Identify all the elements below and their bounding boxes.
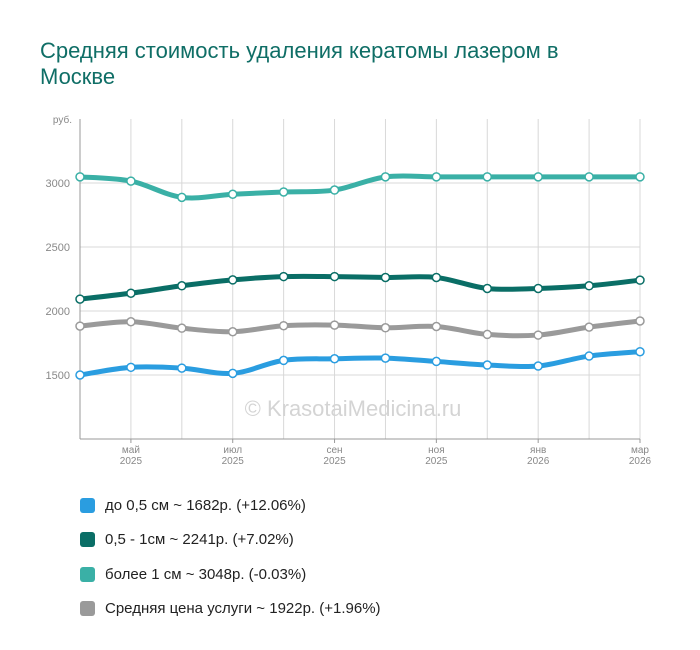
- series-line: [77, 273, 643, 302]
- legend-item[interactable]: более 1 см ~ 3048р. (-0.03%): [80, 557, 381, 592]
- data-point: [329, 320, 340, 330]
- legend-swatch: [80, 532, 95, 548]
- x-tick-year: 2025: [222, 456, 245, 467]
- data-point: [177, 363, 187, 373]
- data-point: [533, 330, 543, 340]
- data-point: [380, 323, 391, 333]
- x-tick-year: 2026: [527, 456, 550, 467]
- data-point: [126, 176, 136, 186]
- x-tick-month: сен: [326, 445, 342, 456]
- data-point: [635, 275, 645, 285]
- data-point: [177, 323, 187, 333]
- legend-label: до 0,5 см ~ 1682р. (+12.06%): [105, 496, 306, 514]
- data-point: [278, 271, 289, 282]
- data-point: [278, 187, 289, 197]
- data-point: [380, 353, 391, 363]
- x-tick-year: 2025: [425, 456, 448, 467]
- data-point: [126, 288, 136, 298]
- data-point: [329, 271, 340, 282]
- data-point: [126, 362, 136, 373]
- x-tick-year: 2026: [629, 456, 652, 467]
- data-point: [431, 272, 442, 283]
- data-point: [227, 368, 238, 379]
- data-point: [482, 283, 493, 294]
- data-point: [177, 192, 187, 203]
- y-tick-label: 3000: [46, 178, 70, 190]
- data-point: [533, 283, 543, 294]
- legend-swatch: [80, 566, 95, 582]
- data-point: [533, 361, 543, 371]
- series-line: [77, 318, 643, 339]
- data-point: [75, 321, 85, 331]
- x-tick-year: 2025: [120, 456, 143, 467]
- data-point: [584, 351, 594, 361]
- x-tick-month: май: [122, 445, 140, 456]
- data-point: [482, 360, 493, 370]
- data-point: [431, 172, 442, 182]
- data-point: [75, 172, 85, 182]
- data-point: [380, 172, 391, 182]
- data-point: [227, 275, 238, 285]
- data-point: [329, 353, 340, 364]
- chart-title: Средняя стоимость удаления кератомы лазе…: [40, 38, 559, 89]
- data-point: [635, 172, 645, 182]
- data-point: [533, 172, 543, 182]
- line-chart: 1500200025003000руб.май2025июл2025сен202…: [46, 114, 652, 467]
- legend-swatch: [80, 497, 95, 513]
- data-point: [635, 346, 645, 357]
- data-point: [227, 326, 238, 337]
- data-point: [584, 322, 594, 332]
- watermark: © KrasotaiMedicina.ru: [245, 396, 462, 421]
- data-point: [75, 294, 85, 304]
- x-tick-year: 2025: [323, 456, 346, 467]
- data-point: [431, 321, 442, 332]
- data-point: [177, 281, 187, 291]
- legend: до 0,5 см ~ 1682р. (+12.06%) 0,5 - 1см ~…: [80, 488, 381, 626]
- data-point: [227, 189, 238, 200]
- data-point: [380, 272, 391, 283]
- data-point: [329, 185, 340, 195]
- x-tick-month: июл: [223, 445, 242, 456]
- x-tick-month: ноя: [428, 445, 445, 456]
- legend-swatch: [80, 601, 95, 617]
- data-point: [482, 172, 493, 182]
- legend-label: Средняя цена услуги ~ 1922р. (+1.96%): [105, 600, 381, 618]
- series-line: [77, 173, 643, 201]
- x-tick-month: мар: [631, 445, 649, 456]
- legend-item[interactable]: Средняя цена услуги ~ 1922р. (+1.96%): [80, 592, 381, 627]
- data-point: [482, 329, 493, 340]
- data-point: [278, 320, 289, 331]
- legend-label: 0,5 - 1см ~ 2241р. (+7.02%): [105, 531, 294, 549]
- legend-item[interactable]: 0,5 - 1см ~ 2241р. (+7.02%): [80, 523, 381, 558]
- data-point: [431, 356, 442, 367]
- y-tick-label: 2000: [46, 306, 70, 318]
- data-point: [278, 355, 289, 366]
- data-point: [126, 317, 136, 327]
- data-point: [635, 316, 645, 326]
- legend-item[interactable]: до 0,5 см ~ 1682р. (+12.06%): [80, 488, 381, 523]
- x-tick-month: янв: [530, 445, 546, 456]
- y-tick-label: 1500: [46, 370, 70, 382]
- data-point: [584, 172, 594, 182]
- series-line: [77, 349, 643, 378]
- y-tick-label: 2500: [46, 242, 70, 254]
- legend-label: более 1 см ~ 3048р. (-0.03%): [105, 565, 307, 583]
- data-point: [75, 370, 85, 380]
- data-point: [584, 281, 594, 291]
- y-axis-unit: руб.: [53, 114, 72, 126]
